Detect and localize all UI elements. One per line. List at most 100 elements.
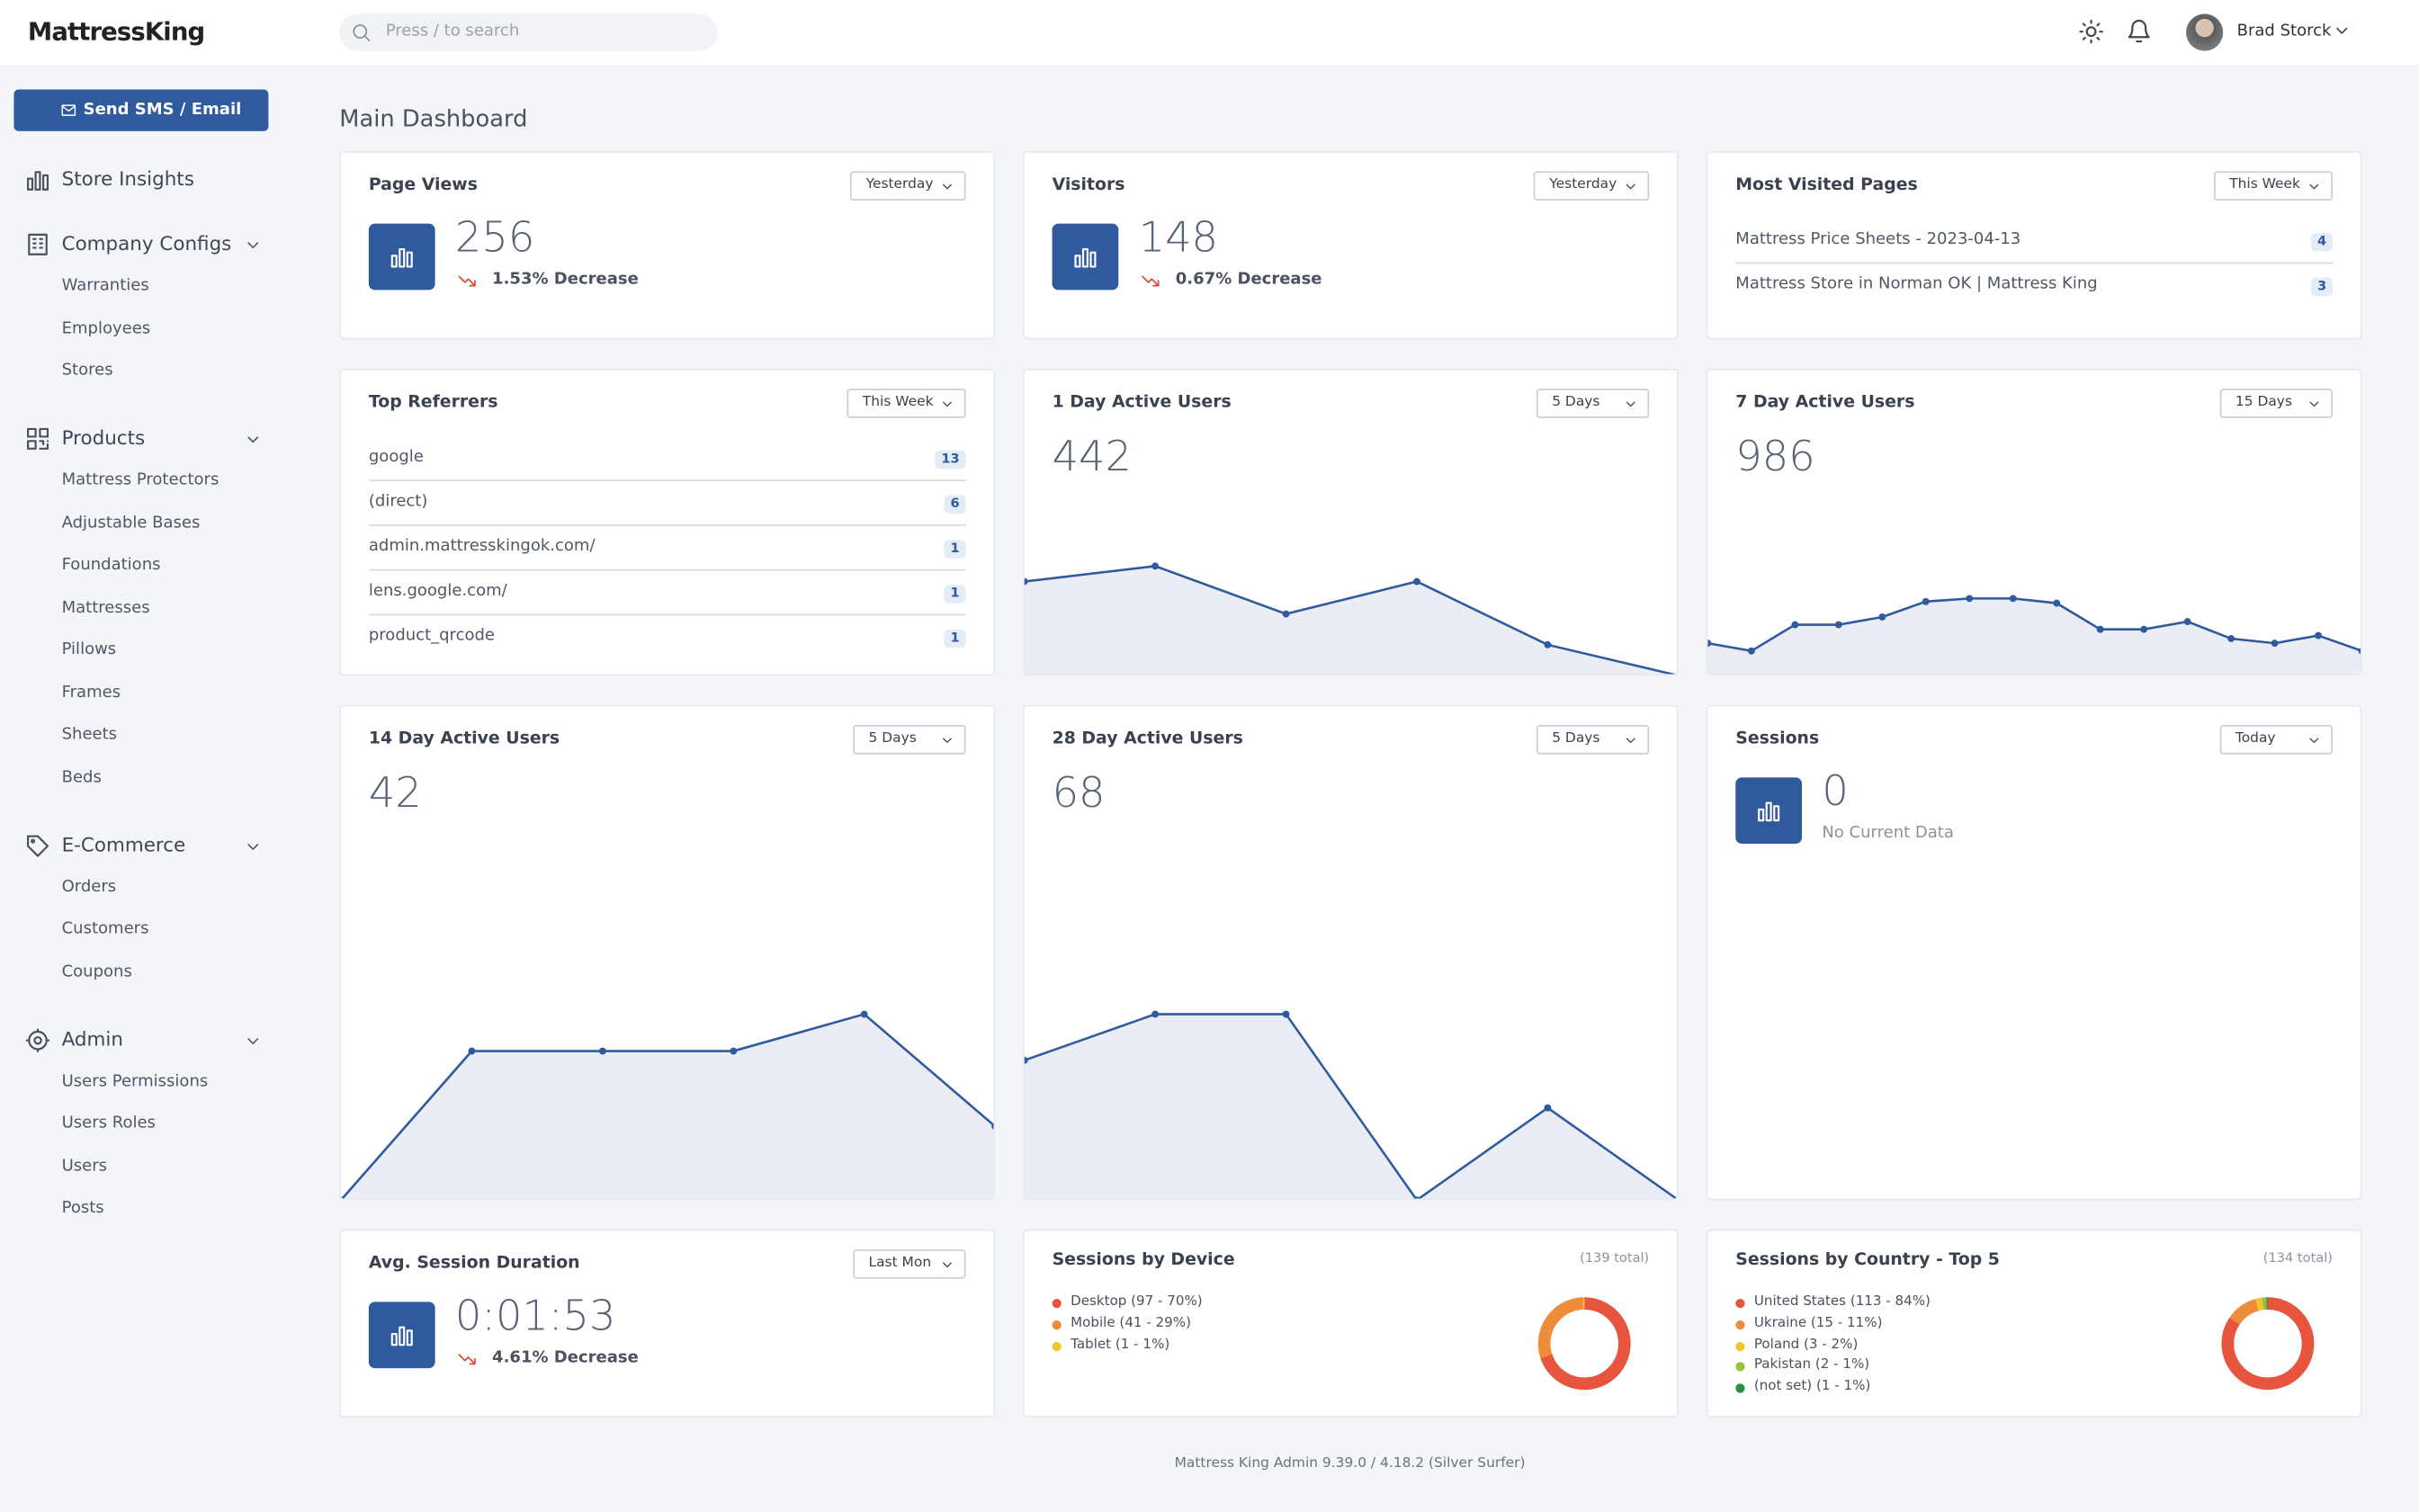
list-label[interactable]: google — [368, 447, 424, 466]
point — [2358, 648, 2361, 655]
icon-part — [1074, 255, 1081, 268]
point — [2227, 635, 2235, 642]
send-button-label[interactable]: Send SMS / Email — [83, 100, 242, 120]
filter-select[interactable]: This Week — [847, 389, 966, 418]
card-title: Sessions by Country - Top 5 — [1735, 1249, 2000, 1270]
filter-label[interactable]: This Week — [862, 395, 934, 411]
filter-label[interactable]: 5 Days — [1552, 730, 1600, 747]
icon-part — [353, 24, 368, 39]
search-box[interactable]: Press / to search — [339, 13, 718, 51]
icon-part — [943, 1262, 952, 1268]
legend-dot — [1735, 1362, 1745, 1373]
nav-item[interactable]: Warranties — [61, 275, 149, 295]
nav-item[interactable]: Coupons — [61, 962, 132, 980]
card-title: Visitors — [1052, 174, 1125, 195]
nav-item[interactable]: Adjustable Bases — [61, 513, 201, 532]
card: Avg. Session Duration Last Mon 0:01:53 4.61… — [339, 1229, 996, 1418]
divider — [368, 613, 966, 616]
stat-value: 148 — [1138, 214, 1219, 263]
card-title: 7 Day Active Users — [1735, 391, 1915, 412]
line-chart — [340, 1010, 994, 1199]
nav-section[interactable]: Company Configs — [61, 231, 232, 255]
icon-part — [247, 843, 259, 849]
stat-value: 0 — [1822, 768, 1849, 817]
list-label[interactable]: admin.mattresskingok.com/ — [368, 536, 596, 556]
list-count: 1 — [944, 540, 966, 559]
icon-part — [406, 251, 413, 268]
list-count: 1 — [944, 584, 966, 604]
stat-icon — [1735, 777, 1803, 845]
list-label[interactable]: lens.google.com/ — [368, 581, 507, 601]
filter-select[interactable]: 5 Days — [1537, 725, 1650, 755]
stat-icon-glyph — [390, 1326, 413, 1346]
nav-item[interactable]: Customers — [61, 919, 149, 938]
send-button[interactable]: Send SMS / Email — [13, 89, 269, 131]
icon-part — [32, 237, 43, 249]
filter-select[interactable]: This Week — [2214, 171, 2333, 201]
icon-part — [943, 183, 952, 190]
filter-label[interactable]: Today — [2235, 730, 2276, 747]
filter-label[interactable]: 15 Days — [2235, 395, 2292, 411]
donut-segment — [1537, 1297, 1631, 1391]
stat-change: No Current Data — [1822, 823, 1954, 843]
point — [1413, 1196, 1420, 1199]
nav-item[interactable]: Orders — [61, 876, 117, 896]
point — [1151, 562, 1160, 570]
nav-item[interactable]: Beds — [61, 767, 102, 786]
nav-item[interactable]: Users Permissions — [61, 1071, 209, 1090]
avatar[interactable] — [2186, 13, 2224, 51]
filter-select[interactable]: Last Mon — [853, 1249, 966, 1279]
nav-item[interactable]: Stores — [61, 361, 113, 380]
filter-chevron — [1626, 401, 1635, 407]
icon-part — [458, 1354, 476, 1365]
legend-dot — [1735, 1320, 1745, 1329]
filter-select[interactable]: Yesterday — [850, 171, 966, 201]
filter-label[interactable]: Yesterday — [865, 177, 934, 193]
nav-item[interactable]: Sheets — [61, 725, 118, 744]
list-label[interactable]: product_qrcode — [368, 626, 496, 645]
filter-label[interactable]: This Week — [2229, 177, 2300, 193]
search-placeholder: Press / to search — [385, 22, 520, 40]
nav-item[interactable]: Posts — [61, 1198, 104, 1218]
filter-label[interactable]: 5 Days — [1552, 395, 1600, 411]
filter-select[interactable]: Today — [2219, 725, 2333, 755]
stat-icon — [368, 1302, 435, 1369]
filter-select[interactable]: 15 Days — [2219, 389, 2333, 418]
donut-segment — [2221, 1297, 2315, 1391]
list-count: 1 — [944, 629, 966, 649]
nav-item[interactable]: Users Roles — [61, 1114, 156, 1132]
icon-part — [1626, 401, 1635, 407]
nav-item[interactable]: Users — [61, 1156, 108, 1175]
filter-label[interactable]: Yesterday — [1549, 177, 1617, 193]
line — [1707, 597, 2361, 653]
nav-item[interactable]: Mattresses — [61, 597, 150, 617]
nav-item[interactable]: Foundations — [61, 555, 161, 574]
icon-part — [61, 104, 76, 116]
nav-section[interactable]: Admin — [61, 1026, 123, 1051]
line — [1024, 1013, 1678, 1199]
nav-icon — [28, 233, 48, 255]
nav-item[interactable]: Pillows — [61, 640, 117, 659]
nav-section[interactable]: Products — [61, 425, 146, 450]
stat-change: 4.61% Decrease — [492, 1347, 639, 1367]
filter-label[interactable]: 5 Days — [868, 730, 917, 747]
filter-select[interactable]: Yesterday — [1534, 171, 1650, 201]
filter-label[interactable]: Last Mon — [868, 1255, 932, 1272]
nav-section[interactable]: E-Commerce — [61, 832, 186, 855]
filter-select[interactable]: 5 Days — [1537, 389, 1650, 418]
list-label[interactable]: Mattress Store in Norman OK | Mattress K… — [1735, 274, 2098, 293]
nav-item[interactable]: Employees — [61, 318, 151, 337]
nav-item[interactable]: Frames — [61, 682, 121, 702]
list-label[interactable]: (direct) — [368, 492, 428, 511]
nav-section[interactable]: Store Insights — [61, 166, 194, 190]
icon-part — [28, 233, 48, 255]
list-count: 3 — [2311, 277, 2333, 297]
filter-select[interactable]: 5 Days — [853, 725, 966, 755]
nav-icon — [26, 427, 49, 450]
list-label[interactable]: Mattress Price Sheets - 2023-04-13 — [1735, 229, 2021, 249]
icon-part — [39, 440, 49, 450]
nav-item[interactable]: Mattress Protectors — [61, 470, 220, 489]
icon-part — [247, 1037, 259, 1044]
user-name[interactable]: Brad Storck — [2236, 22, 2332, 40]
